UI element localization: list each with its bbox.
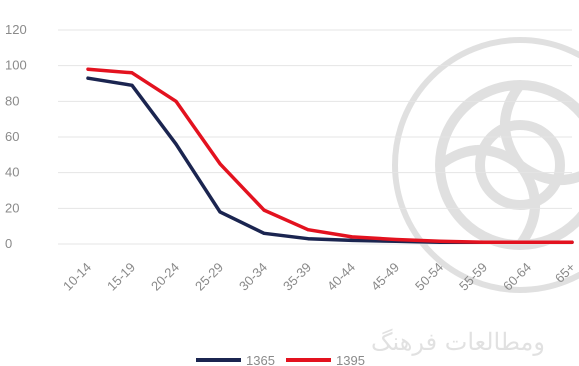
data-point — [526, 240, 530, 244]
data-point — [218, 210, 222, 214]
data-point — [482, 240, 486, 244]
x-tick-label: 25-29 — [192, 260, 226, 294]
series-line-1365 — [86, 76, 574, 244]
x-tick-label: 30-34 — [236, 260, 270, 294]
data-point — [86, 67, 90, 71]
y-tick-label: 60 — [5, 129, 19, 144]
x-tick-label: 40-44 — [324, 260, 358, 294]
x-tick-label: 55-59 — [456, 260, 490, 294]
series-line-1395 — [86, 67, 574, 244]
data-point — [394, 238, 398, 242]
y-tick-label: 80 — [5, 93, 19, 108]
data-point — [262, 231, 266, 235]
y-tick-label: 20 — [5, 200, 19, 215]
data-point — [570, 240, 574, 244]
data-point — [130, 83, 134, 87]
x-tick-label: 10-14 — [60, 260, 94, 294]
series-lines — [86, 67, 574, 244]
data-point — [174, 99, 178, 103]
watermark-text: ومطالعات فرهنگ — [371, 328, 545, 356]
y-axis-ticks: 0 20 40 60 80 100 120 — [5, 22, 27, 251]
y-tick-label: 120 — [5, 22, 27, 37]
y-tick-label: 100 — [5, 58, 27, 73]
data-point — [350, 238, 354, 242]
legend-label: 1395 — [336, 353, 365, 366]
x-tick-label: 35-39 — [280, 260, 314, 294]
y-tick-label: 0 — [5, 236, 12, 251]
data-point — [262, 208, 266, 212]
data-point — [174, 142, 178, 146]
x-tick-label: 15-19 — [104, 260, 138, 294]
gridlines — [58, 29, 572, 245]
legend: 1365 1395 — [196, 353, 365, 366]
y-tick-label: 40 — [5, 165, 19, 180]
data-point — [218, 162, 222, 166]
data-point — [306, 228, 310, 232]
data-point — [350, 235, 354, 239]
x-tick-label: 45-49 — [368, 260, 402, 294]
watermark: ومطالعات فرهنگ — [371, 37, 579, 356]
legend-label: 1365 — [246, 353, 275, 366]
data-point — [306, 237, 310, 241]
x-tick-label: 20-24 — [148, 260, 182, 294]
watermark-rosette-icon — [392, 37, 579, 293]
data-point — [86, 76, 90, 80]
data-point — [130, 71, 134, 75]
data-point — [438, 239, 442, 243]
